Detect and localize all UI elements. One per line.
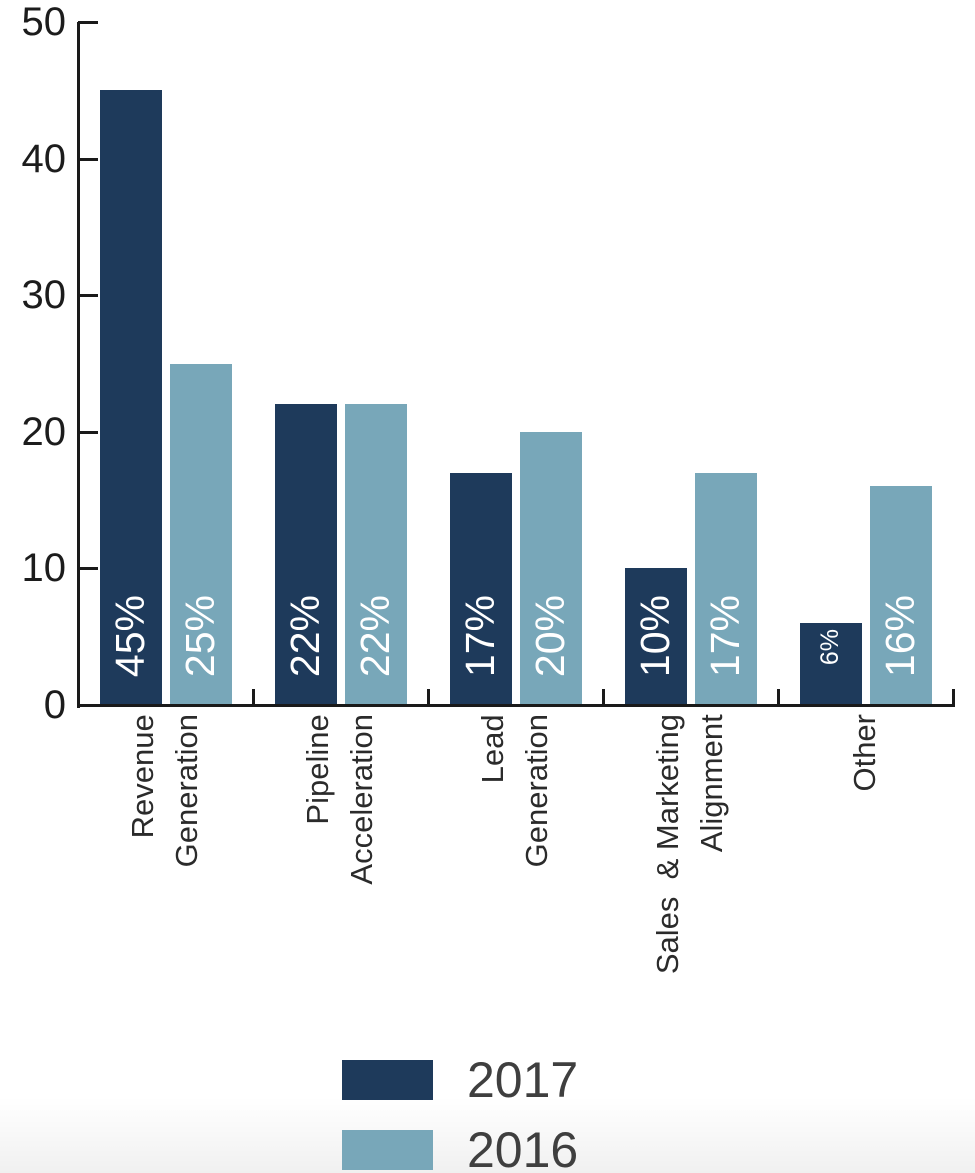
- bar-2017-lead-generation: 17%: [449, 472, 512, 705]
- legend-label: 2017: [467, 1052, 579, 1108]
- x-axis-tick: [252, 689, 255, 705]
- x-axis-line: [77, 704, 955, 707]
- y-axis-tick: [78, 430, 98, 434]
- y-tick-label: 40: [21, 136, 67, 181]
- category-label-text: Sales & Marketing Alignment: [650, 714, 730, 975]
- bar-value-label: 17%: [702, 594, 748, 677]
- x-axis-tick: [77, 689, 80, 705]
- bar-2017-pipeline-acceleration: 22%: [274, 404, 337, 705]
- category-label-text: Other: [847, 714, 883, 792]
- bar-value-label: 22%: [352, 594, 398, 677]
- bar-value-label: 20%: [527, 594, 573, 677]
- y-axis-tick: [78, 294, 98, 298]
- legend-label: 2016: [467, 1122, 579, 1173]
- y-tick-label: 50: [21, 0, 67, 44]
- bar-value-label: 45%: [107, 594, 153, 677]
- y-axis-tick: [78, 567, 98, 571]
- category-label-pipeline-acceleration: Pipeline Acceleration: [254, 714, 428, 885]
- y-axis-tick: [78, 157, 98, 161]
- bar-2016-revenue-generation: 25%: [169, 363, 232, 705]
- category-label-sales-marketing-alignment: Sales & Marketing Alignment: [604, 714, 778, 974]
- y-tick-label: 20: [21, 409, 67, 454]
- category-label-text: Pipeline Acceleration: [300, 714, 380, 885]
- category-label-other: Other: [779, 714, 953, 792]
- category-label-lead-generation: Lead Generation: [429, 714, 603, 867]
- bar-2016-pipeline-acceleration: 22%: [344, 404, 407, 705]
- bar-value-label: 10%: [632, 594, 678, 677]
- y-axis-tick: [78, 21, 98, 24]
- legend-item-2016: 2016: [342, 1125, 578, 1173]
- y-tick-label: 30: [21, 273, 67, 318]
- bar-2016-sales-marketing-alignment: 17%: [694, 472, 757, 705]
- category-label-revenue-generation: Revenue Generation: [79, 714, 253, 867]
- y-tick-label: 10: [21, 546, 67, 591]
- x-axis-tick: [952, 689, 955, 705]
- bar-2016-other: 16%: [869, 486, 932, 705]
- category-label-text: Lead Generation: [475, 714, 555, 868]
- legend-swatch-2017: [342, 1060, 433, 1100]
- x-axis-tick: [777, 689, 780, 705]
- bar-value-label: 16%: [877, 594, 923, 677]
- legend-swatch-2016: [342, 1130, 433, 1170]
- legend-item-2017: 2017: [342, 1055, 578, 1105]
- category-label-text: Revenue Generation: [125, 714, 205, 868]
- bar-value-label: 6%: [816, 628, 844, 665]
- y-tick-label: 0: [43, 683, 66, 727]
- x-axis-tick: [602, 689, 605, 705]
- x-axis-tick: [427, 689, 430, 705]
- bar-value-label: 22%: [282, 594, 328, 677]
- y-axis-line: [77, 22, 80, 708]
- bar-2017-other: 6%: [799, 623, 862, 705]
- y-axis-tick: [78, 704, 98, 707]
- bar-2017-sales-marketing-alignment: 10%: [624, 568, 687, 705]
- bar-value-label: 17%: [457, 594, 503, 677]
- bar-2016-lead-generation: 20%: [519, 431, 582, 705]
- page-bottom-shade: [0, 1096, 975, 1173]
- bar-value-label: 25%: [177, 594, 223, 677]
- bar-2017-revenue-generation: 45%: [99, 90, 162, 705]
